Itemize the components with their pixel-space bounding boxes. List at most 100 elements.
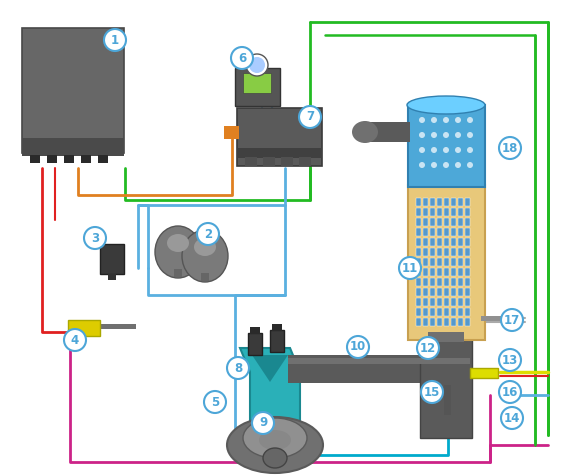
Ellipse shape xyxy=(431,147,437,153)
Bar xyxy=(465,238,470,246)
Bar xyxy=(465,258,470,266)
Bar xyxy=(423,258,428,266)
Bar xyxy=(30,155,40,163)
Bar xyxy=(451,258,456,266)
Circle shape xyxy=(399,257,421,279)
Bar xyxy=(243,73,271,93)
Bar xyxy=(423,278,428,286)
Text: 17: 17 xyxy=(504,314,520,326)
Ellipse shape xyxy=(419,117,425,123)
Bar xyxy=(437,298,442,306)
Text: 16: 16 xyxy=(502,386,518,399)
Circle shape xyxy=(197,223,219,245)
Bar xyxy=(416,288,421,296)
Bar xyxy=(470,368,498,378)
Bar xyxy=(444,208,449,216)
Bar xyxy=(423,298,428,306)
Text: 8: 8 xyxy=(234,361,242,374)
Text: 9: 9 xyxy=(259,417,267,429)
Bar xyxy=(458,288,463,296)
Bar xyxy=(465,198,470,206)
Bar xyxy=(98,324,136,329)
Bar xyxy=(465,308,470,316)
Text: 6: 6 xyxy=(238,51,246,65)
Bar xyxy=(408,185,485,340)
Bar xyxy=(423,308,428,316)
Bar xyxy=(437,258,442,266)
Text: 1: 1 xyxy=(111,34,119,47)
Ellipse shape xyxy=(455,162,461,168)
Bar xyxy=(22,28,124,153)
Bar xyxy=(245,157,257,166)
Ellipse shape xyxy=(443,162,449,168)
Bar xyxy=(430,248,435,256)
Bar xyxy=(430,218,435,226)
Bar xyxy=(451,308,456,316)
Ellipse shape xyxy=(455,117,461,123)
Text: 12: 12 xyxy=(420,342,436,354)
Bar xyxy=(423,268,428,276)
Bar xyxy=(458,308,463,316)
Bar xyxy=(416,208,421,216)
Ellipse shape xyxy=(431,132,437,138)
Bar xyxy=(416,268,421,276)
Bar xyxy=(465,218,470,226)
Bar xyxy=(428,332,464,342)
Ellipse shape xyxy=(182,230,228,282)
Bar xyxy=(68,320,100,336)
Ellipse shape xyxy=(263,448,287,468)
Bar xyxy=(416,238,421,246)
Bar xyxy=(423,238,428,246)
Bar xyxy=(423,198,428,206)
Bar xyxy=(451,218,456,226)
Bar xyxy=(458,238,463,246)
Ellipse shape xyxy=(227,417,323,473)
Bar xyxy=(444,268,449,276)
Bar xyxy=(465,228,470,236)
Bar xyxy=(451,228,456,236)
Bar xyxy=(408,105,485,187)
Bar xyxy=(451,198,456,206)
Bar xyxy=(22,138,124,156)
Circle shape xyxy=(204,391,226,413)
Ellipse shape xyxy=(259,430,291,450)
Circle shape xyxy=(499,381,521,403)
Ellipse shape xyxy=(407,96,485,114)
Bar xyxy=(437,248,442,256)
Bar xyxy=(423,318,428,326)
Ellipse shape xyxy=(455,147,461,153)
Bar xyxy=(47,155,57,163)
Bar xyxy=(458,268,463,276)
Bar xyxy=(64,155,74,163)
Bar xyxy=(437,288,442,296)
Bar xyxy=(437,208,442,216)
Bar xyxy=(430,288,435,296)
Bar xyxy=(437,238,442,246)
Bar xyxy=(451,268,456,276)
Bar xyxy=(81,155,91,163)
Bar xyxy=(430,318,435,326)
Bar xyxy=(437,278,442,286)
Ellipse shape xyxy=(467,162,473,168)
Text: 4: 4 xyxy=(71,333,79,346)
Bar xyxy=(281,157,293,166)
Text: 18: 18 xyxy=(502,142,518,154)
Polygon shape xyxy=(240,348,300,425)
Circle shape xyxy=(347,336,369,358)
Bar xyxy=(423,228,428,236)
Bar xyxy=(451,208,456,216)
Bar xyxy=(430,298,435,306)
Bar xyxy=(365,122,410,142)
Ellipse shape xyxy=(246,54,268,76)
Bar xyxy=(430,278,435,286)
Bar xyxy=(416,308,421,316)
Bar xyxy=(458,298,463,306)
Ellipse shape xyxy=(431,117,437,123)
Bar xyxy=(458,198,463,206)
Bar xyxy=(465,268,470,276)
Ellipse shape xyxy=(249,57,265,73)
Circle shape xyxy=(252,412,274,434)
Bar xyxy=(98,155,108,163)
Ellipse shape xyxy=(443,132,449,138)
Ellipse shape xyxy=(419,147,425,153)
